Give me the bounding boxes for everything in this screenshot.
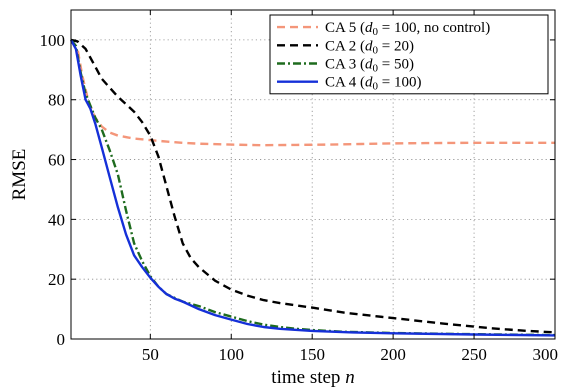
y-tick-labels: 0 20 40 60 80 100 [40,31,66,349]
legend-entry: CA 2 (d0 = 20) [325,38,414,56]
y-tick-label: 0 [57,330,66,349]
legend-entry: CA 3 (d0 = 50) [325,57,414,75]
series-line-2 [70,38,556,334]
x-tick-label: 50 [142,345,159,364]
y-tick-label: 20 [48,270,65,289]
plot-frame [70,9,556,340]
x-tick-label: 150 [299,345,325,364]
axis-ticks [71,10,556,340]
legend: CA 5 (d0 = 100, no control)CA 2 (d0 = 20… [269,14,549,95]
y-tick-label: 60 [48,151,65,170]
y-tick-label: 100 [40,31,66,50]
x-tick-labels: 50 100 150 200 250 300 [142,345,558,364]
x-tick-label: 100 [219,345,245,364]
series-lines [69,38,556,337]
x-tick-label: 250 [461,345,487,364]
y-tick-label: 40 [48,210,65,229]
y-axis-label: RMSE [9,149,30,201]
legend-entry: CA 5 (d0 = 100, no control) [325,20,490,38]
y-tick-label: 80 [48,91,65,110]
x-axis-label: time step n [271,367,354,388]
x-tick-label: 300 [533,345,559,364]
series-line-4 [69,39,556,337]
legend-entry: CA 4 (d0 = 100) [325,75,421,93]
x-tick-label: 200 [380,345,406,364]
